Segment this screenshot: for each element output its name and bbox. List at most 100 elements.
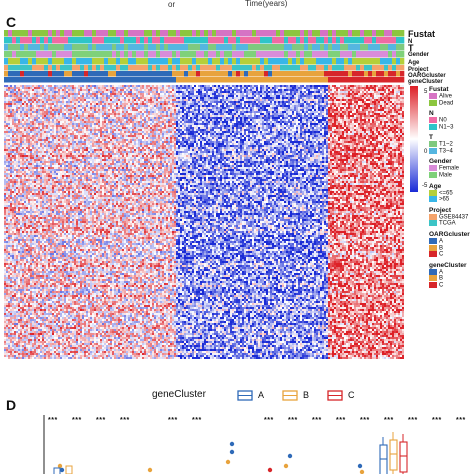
annotation-cell (260, 37, 265, 44)
annotation-cell (268, 58, 273, 65)
heatmap-cell (52, 219, 54, 221)
heatmap-cell (62, 183, 64, 185)
heatmap-cell (26, 103, 28, 105)
heatmap-cell (28, 125, 30, 127)
heatmap-cell (26, 165, 28, 167)
annotation-cell (264, 65, 269, 71)
heatmap-cell (44, 133, 46, 135)
heatmap-cell (28, 159, 30, 161)
annotation-cell (52, 30, 57, 37)
heatmap-cell (4, 159, 6, 161)
heatmap-cell (46, 185, 48, 187)
heatmap-cell (58, 187, 60, 189)
heatmap-cell (60, 299, 62, 301)
heatmap-cell (40, 89, 42, 91)
heatmap-cell (52, 221, 54, 223)
heatmap-cell (46, 251, 48, 253)
heatmap-cell (26, 169, 28, 171)
heatmap-cell (18, 247, 20, 249)
heatmap-cell (18, 289, 20, 291)
heatmap-cell (8, 281, 10, 283)
heatmap-cell (32, 275, 34, 277)
heatmap-cell (34, 261, 36, 263)
heatmap-cell (64, 167, 66, 169)
heatmap-cell (46, 345, 48, 347)
heatmap-cell (30, 235, 32, 237)
heatmap-cell (20, 123, 22, 125)
heatmap-cell (28, 175, 30, 177)
heatmap-cell (32, 93, 34, 95)
heatmap-cell (18, 161, 20, 163)
heatmap-cell (28, 239, 30, 241)
heatmap-cell (54, 129, 56, 131)
annotation-cell (60, 71, 65, 77)
annotation-cell (400, 58, 405, 65)
heatmap-cell (50, 87, 52, 89)
heatmap-cell (46, 229, 48, 231)
heatmap-cell (20, 343, 22, 345)
heatmap-cell (46, 329, 48, 331)
heatmap-cell (36, 251, 38, 253)
heatmap-cell (52, 231, 54, 233)
annotation-cell (212, 77, 217, 83)
heatmap-cell (40, 189, 42, 191)
heatmap-cell (30, 323, 32, 325)
heatmap-cell (32, 253, 34, 255)
heatmap-cell (24, 195, 26, 197)
heatmap-cell (58, 145, 60, 147)
annotation-cell (356, 51, 361, 58)
heatmap-cell (46, 271, 48, 273)
heatmap-cell (42, 175, 44, 177)
heatmap-cell (52, 197, 54, 199)
heatmap-cell (6, 173, 8, 175)
annotation-cell (232, 44, 237, 51)
heatmap-cell (56, 121, 58, 123)
annotation-cell (68, 58, 73, 65)
heatmap-cell (54, 111, 56, 113)
heatmap-cell (30, 113, 32, 115)
heatmap-cell (14, 89, 16, 91)
annotation-cell (116, 37, 121, 44)
annotation-cell (160, 37, 165, 44)
heatmap-cell (42, 247, 44, 249)
heatmap-cell (4, 235, 6, 237)
heatmap-cell (64, 165, 66, 167)
annotation-cell (348, 58, 353, 65)
heatmap-cell (18, 261, 20, 263)
heatmap-cell (26, 313, 28, 315)
heatmap-cell (40, 325, 42, 327)
heatmap-cell (14, 87, 16, 89)
heatmap-cell (30, 185, 32, 187)
heatmap-cell (4, 237, 6, 239)
heatmap-cell (6, 277, 8, 279)
heatmap-cell (28, 301, 30, 303)
heatmap-cell (8, 291, 10, 293)
heatmap-cell (50, 85, 52, 87)
heatmap-cell (36, 307, 38, 309)
heatmap-cell (4, 333, 6, 335)
heatmap-cell (24, 353, 26, 355)
heatmap-cell (30, 91, 32, 93)
heatmap-cell (50, 253, 52, 255)
heatmap-cell (6, 317, 8, 319)
heatmap-cell (44, 355, 46, 357)
heatmap-cell (50, 329, 52, 331)
heatmap-cell (18, 323, 20, 325)
heatmap-cell (10, 103, 12, 105)
heatmap-cell (8, 293, 10, 295)
heatmap-cell (42, 179, 44, 181)
annotation-cell (212, 65, 217, 71)
heatmap-cell (30, 125, 32, 127)
heatmap-cell (52, 195, 54, 197)
heatmap-cell (14, 177, 16, 179)
heatmap-cell (64, 117, 66, 119)
heatmap-cell (54, 351, 56, 353)
annotation-cell (8, 58, 13, 65)
heatmap-cell (34, 223, 36, 225)
annotation-cell (208, 30, 213, 37)
heatmap-cell (14, 147, 16, 149)
heatmap-cell (12, 121, 14, 123)
annotation-cell (20, 65, 25, 71)
heatmap-cell (52, 177, 54, 179)
heatmap-cell (12, 311, 14, 313)
